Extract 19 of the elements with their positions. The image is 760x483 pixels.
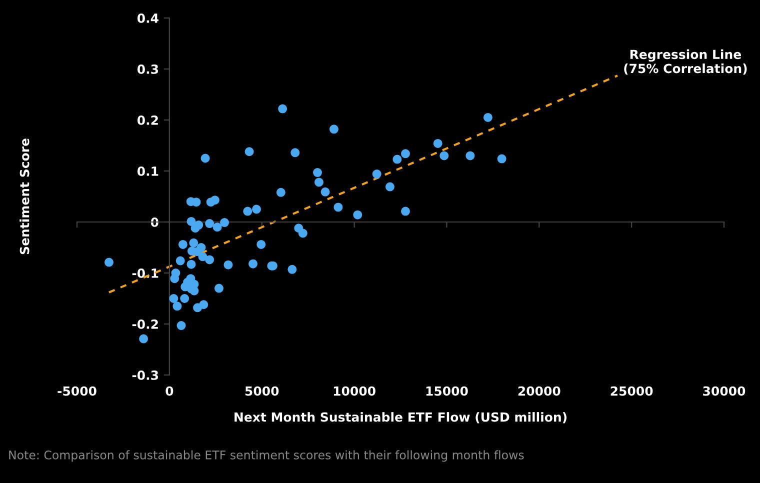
x-tick-label: 20000 [518,386,560,396]
x-axis-title: Next Month Sustainable ETF Flow (USD million) [234,412,566,424]
y-tick-label: 0.2 [137,115,158,125]
y-tick-label: -0.2 [132,319,158,329]
x-tick-label: 30000 [703,386,746,396]
x-tick-label: 0 [166,386,174,396]
y-tick-label: 0.4 [137,13,158,23]
y-tick-label: -0.3 [132,370,158,380]
x-tick-label: 25000 [610,386,653,396]
x-tick-label: 10000 [334,386,376,396]
annotation: Regression Line (75% Correlation) [624,49,747,75]
y-tick-label: 0.3 [137,64,158,74]
text: Note: Comparison of sustainable ETF sentiment scores with their following month flows [9,450,524,462]
x-tick-label: 15000 [426,386,468,396]
y-tick-label: 0.1 [137,166,158,176]
x-tick-label: -5000 [58,386,96,396]
x-tick-label: 5000 [245,386,279,396]
y-axis-title: Sentiment Score [20,138,30,254]
y-tick-label: -0.1 [132,268,158,278]
